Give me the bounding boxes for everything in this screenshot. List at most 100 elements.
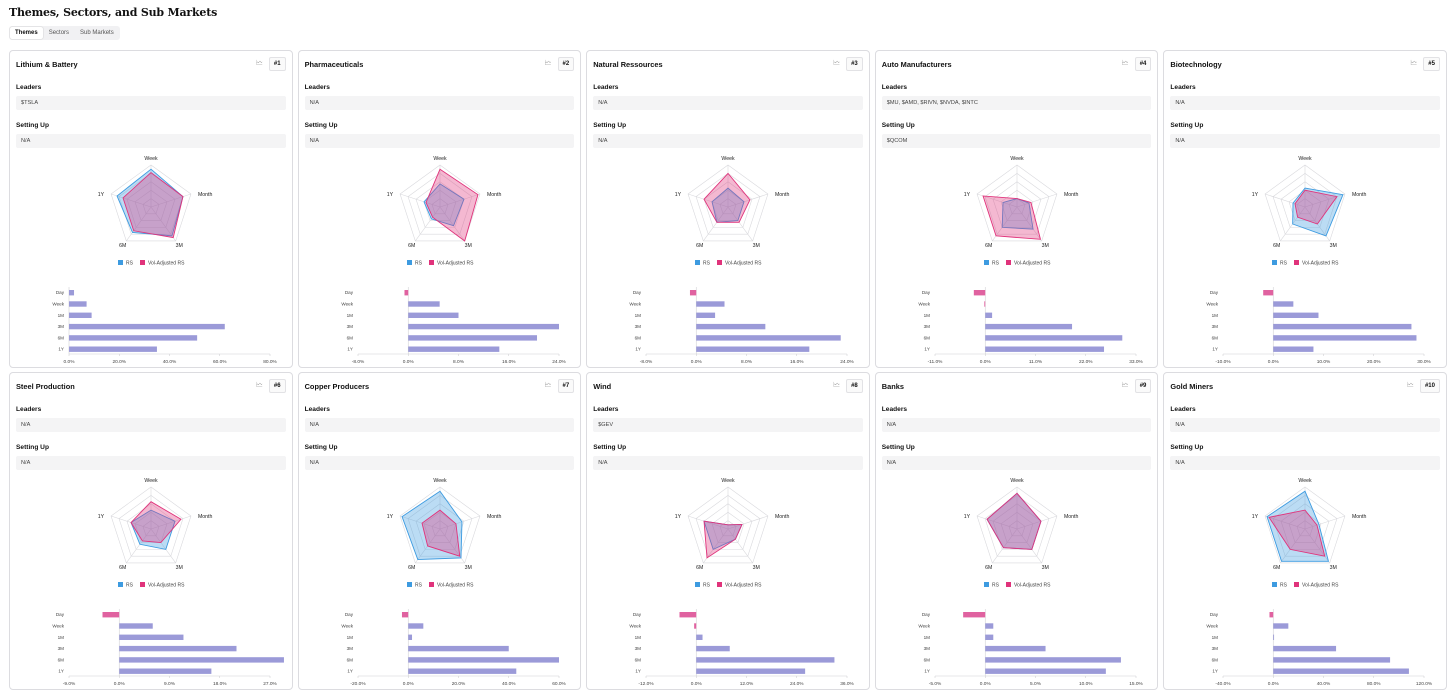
line-chart-icon[interactable]: 🗠 [833, 59, 841, 67]
bar-6m [985, 335, 1123, 341]
bar-6m [696, 657, 835, 663]
x-tick-label: 40.0% [163, 359, 177, 365]
bar-category-label: 1M [58, 635, 65, 640]
radar-spoke [126, 206, 152, 242]
card-title: Banks [881, 381, 904, 391]
line-chart-icon[interactable]: 🗠 [1406, 381, 1414, 389]
radar-spoke [1016, 206, 1042, 242]
x-tick-label: 10.0% [1079, 681, 1093, 687]
x-tick-label: 20.0% [451, 681, 465, 687]
radar-spoke [414, 206, 440, 242]
theme-card: Copper Producers 🗠 #7 Leaders N/A Setting Up N… [297, 372, 582, 690]
bar-category-label: 1M [923, 313, 930, 318]
x-tick-label: -8.0% [640, 359, 653, 365]
x-tick-label: 18.0% [213, 681, 227, 687]
line-chart-icon[interactable]: 🗠 [544, 59, 552, 67]
bar-category-label: Day [56, 290, 65, 295]
bar-3m [985, 645, 1046, 652]
leaders-label: Leaders [881, 406, 908, 413]
tab-sub-markets[interactable]: Sub Markets [80, 30, 114, 36]
setting-up-label: Setting Up [593, 122, 627, 129]
card-header: Copper Producers 🗠 #7 [305, 379, 575, 393]
x-tick-label: 40.0% [1317, 681, 1331, 687]
radar-grid-ring [110, 486, 192, 564]
radar-axis-label: 1Y [386, 192, 393, 198]
x-tick-label: 80.0% [263, 359, 277, 365]
legend-label-rs: RS [1280, 583, 1288, 589]
theme-card: Pharmaceuticals 🗠 #2 Leaders N/A Setting Up N/… [297, 50, 582, 368]
bar-week [694, 623, 697, 629]
setting-up-label: Setting Up [1170, 122, 1204, 129]
radar-legend: RS Vol-Adjusted RS [406, 260, 474, 267]
leaders-field: N/A [304, 418, 575, 432]
x-tick-label: 30.0% [1418, 359, 1432, 365]
legend-label-vol-adjusted-rs: Vol-Adjusted RS [725, 583, 762, 589]
bar-day [404, 290, 408, 296]
leaders-field: N/A [881, 418, 1152, 432]
radar-chart: Week Month 3M 6M 1Y RS Vol-Adjusted RS [963, 478, 1078, 589]
radar-grid-ring [719, 520, 737, 537]
bar-3m [696, 645, 730, 652]
card-header: Steel Production 🗠 #6 [16, 379, 286, 393]
line-chart-icon[interactable]: 🗠 [1410, 59, 1418, 67]
radar-spoke [399, 193, 440, 208]
x-tick-label: 0.0% [64, 359, 76, 365]
x-tick-label: 8.0% [453, 359, 465, 365]
x-tick-label: 15.0% [1129, 681, 1143, 687]
line-chart-icon[interactable]: 🗠 [255, 59, 263, 67]
x-tick-label: 22.0% [1079, 359, 1093, 365]
radar-legend: RS Vol-Adjusted RS [983, 260, 1051, 267]
tab-sectors[interactable]: Sectors [48, 30, 70, 36]
radar-chart: Week Month 3M 6M 1Y RS Vol-Adjusted RS [98, 156, 213, 267]
radar-grid-ring [431, 198, 448, 215]
line-chart-icon[interactable]: 🗠 [544, 381, 552, 389]
bar-week [407, 623, 423, 629]
radar-axis-label: 3M [1041, 243, 1048, 249]
card-header: Natural Ressources 🗠 #3 [593, 57, 863, 71]
bar-category-label: Week [1207, 302, 1219, 307]
card-title: Auto Manufacturers [881, 59, 952, 69]
legend-swatch-rs [1272, 260, 1278, 265]
legend-swatch-rs [695, 260, 701, 265]
radar-grid-ring [1297, 198, 1314, 215]
leaders-field: N/A [1170, 96, 1440, 110]
card-title: Lithium & Battery [16, 59, 78, 69]
radar-axis-label: Month [1352, 514, 1367, 520]
bar-day [69, 290, 75, 296]
bar-day [401, 612, 408, 618]
line-chart-icon[interactable]: 🗠 [255, 381, 263, 389]
bar-day [973, 290, 986, 296]
x-tick-label: 0.0% [1268, 681, 1280, 687]
rank-badge: #3 [846, 57, 863, 71]
line-chart-icon[interactable]: 🗠 [1121, 59, 1129, 67]
radar-series-vol-adjusted-rs [986, 492, 1042, 550]
radar-spoke [126, 528, 152, 564]
radar-grid-ring [399, 164, 480, 242]
line-chart-icon[interactable]: 🗠 [1121, 381, 1129, 389]
radar-grid-ring [399, 486, 480, 564]
radar-series-vol-adjusted-rs [421, 509, 460, 557]
legend-swatch-rs [118, 582, 123, 587]
bar-week [696, 301, 725, 307]
bar-category-label: 6M [346, 335, 353, 340]
bar-category-label: 6M [635, 657, 642, 662]
bar-1y [407, 668, 516, 674]
line-chart-icon[interactable]: 🗠 [833, 381, 841, 389]
bar-category-label: Week [630, 302, 642, 307]
card-title: Copper Producers [304, 381, 370, 391]
bar-6m [69, 335, 198, 341]
bar-day [679, 612, 697, 618]
tab-themes[interactable]: Themes [10, 27, 43, 39]
bar-6m [1273, 657, 1391, 663]
radar-grid-ring [1008, 198, 1026, 215]
radar-series-vol-adjusted-rs [425, 168, 479, 242]
bar-category-label: 1Y [347, 347, 353, 352]
radar-grid-ring [1273, 495, 1338, 557]
radar-grid-ring [118, 495, 184, 557]
radar-axis-label: 1Y [386, 514, 393, 520]
bar-category-label: 6M [346, 657, 353, 662]
radar-axis-label: Week [1010, 478, 1024, 484]
radar-axis-label: 3M [176, 565, 183, 571]
radar-spoke [728, 193, 769, 208]
performance-bar-chart: Day Week 1M 3M 6M 1Y 0.0% 20.0% 40.0% 60.0% 80.0% [52, 287, 278, 365]
